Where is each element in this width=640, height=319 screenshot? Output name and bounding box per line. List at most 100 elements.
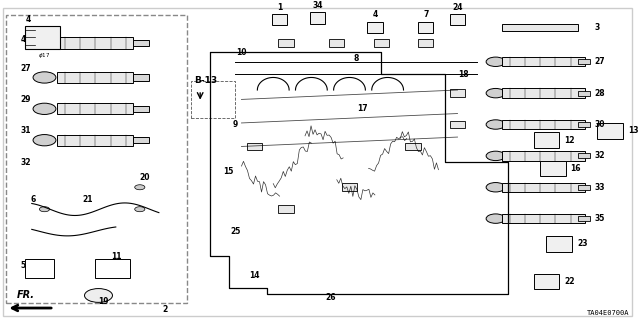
Bar <box>418 39 433 47</box>
Bar <box>502 57 584 66</box>
Text: 11: 11 <box>111 252 122 261</box>
Bar <box>579 122 589 127</box>
Text: 21: 21 <box>83 195 93 204</box>
Bar <box>278 205 294 213</box>
Bar <box>579 185 589 190</box>
Text: 26: 26 <box>325 293 336 301</box>
Circle shape <box>84 289 113 302</box>
Text: 6: 6 <box>31 195 36 204</box>
Text: 19: 19 <box>99 297 109 306</box>
Circle shape <box>33 135 56 146</box>
Circle shape <box>486 151 505 160</box>
Text: 17: 17 <box>357 104 367 113</box>
Text: 27: 27 <box>20 63 31 72</box>
Text: 4: 4 <box>20 35 26 44</box>
Bar <box>579 91 589 96</box>
Text: 5: 5 <box>20 261 26 270</box>
Bar <box>502 88 584 98</box>
Text: 22: 22 <box>564 277 575 286</box>
Bar <box>450 121 465 128</box>
Circle shape <box>486 214 505 223</box>
Bar <box>134 74 149 81</box>
Text: 15: 15 <box>223 167 234 176</box>
Bar <box>597 123 623 139</box>
Bar <box>540 160 566 176</box>
Text: $\phi$17: $\phi$17 <box>38 51 51 60</box>
Bar <box>342 183 357 191</box>
Bar <box>579 216 589 221</box>
Text: 9: 9 <box>232 120 237 129</box>
Text: 16: 16 <box>571 164 581 173</box>
Text: 34: 34 <box>312 1 323 10</box>
Bar <box>374 39 389 47</box>
Text: 30: 30 <box>594 120 605 129</box>
Text: 3: 3 <box>594 23 600 32</box>
Text: 29: 29 <box>20 95 31 104</box>
Bar <box>502 120 584 129</box>
Circle shape <box>486 57 505 66</box>
Bar <box>134 40 149 46</box>
Circle shape <box>486 182 505 192</box>
Text: 14: 14 <box>249 271 259 279</box>
Bar <box>191 81 235 118</box>
Bar <box>57 135 134 146</box>
Bar <box>26 26 60 49</box>
Text: 8: 8 <box>353 54 358 63</box>
Bar <box>278 39 294 47</box>
Text: TA04E0700A: TA04E0700A <box>587 310 629 316</box>
Circle shape <box>33 72 56 83</box>
Bar <box>57 103 134 115</box>
Text: 18: 18 <box>459 70 469 79</box>
Bar <box>502 182 584 192</box>
Bar <box>502 151 584 160</box>
Bar <box>579 59 589 64</box>
Text: 4: 4 <box>372 11 378 19</box>
Text: 10: 10 <box>236 48 247 57</box>
Text: 20: 20 <box>140 173 150 182</box>
Text: 31: 31 <box>20 126 31 135</box>
Bar <box>246 143 262 150</box>
Bar <box>418 22 433 33</box>
Circle shape <box>486 120 505 129</box>
Text: 25: 25 <box>230 227 240 236</box>
Text: 4: 4 <box>26 15 31 24</box>
Bar <box>502 214 584 223</box>
Circle shape <box>33 103 56 115</box>
Text: 24: 24 <box>452 3 463 11</box>
Bar <box>405 143 420 150</box>
Circle shape <box>134 185 145 190</box>
Bar <box>57 37 134 48</box>
Bar <box>534 273 559 289</box>
Text: 7: 7 <box>423 11 428 19</box>
Text: 23: 23 <box>577 239 588 248</box>
Bar <box>502 24 579 31</box>
Text: 27: 27 <box>594 57 605 66</box>
Bar <box>534 132 559 148</box>
Bar <box>272 14 287 25</box>
Text: 12: 12 <box>564 136 575 145</box>
Circle shape <box>33 37 56 48</box>
Text: 33: 33 <box>594 183 605 192</box>
Bar <box>579 153 589 159</box>
Circle shape <box>486 88 505 98</box>
Bar <box>450 89 465 97</box>
Bar <box>57 72 134 83</box>
Bar <box>310 12 325 24</box>
Bar <box>329 39 344 47</box>
Bar <box>6 15 188 303</box>
Bar <box>134 137 149 143</box>
Text: 35: 35 <box>594 214 605 223</box>
Bar <box>367 22 383 33</box>
Bar <box>547 236 572 252</box>
Text: 32: 32 <box>594 152 605 160</box>
Text: 28: 28 <box>594 89 605 98</box>
Text: FR.: FR. <box>17 290 35 300</box>
Bar <box>95 259 131 278</box>
Text: 2: 2 <box>163 305 168 314</box>
Circle shape <box>40 207 49 212</box>
Text: 13: 13 <box>628 126 638 135</box>
Text: 1: 1 <box>277 3 282 11</box>
Text: B-13: B-13 <box>194 76 217 85</box>
Bar <box>450 14 465 25</box>
Bar <box>26 259 54 278</box>
